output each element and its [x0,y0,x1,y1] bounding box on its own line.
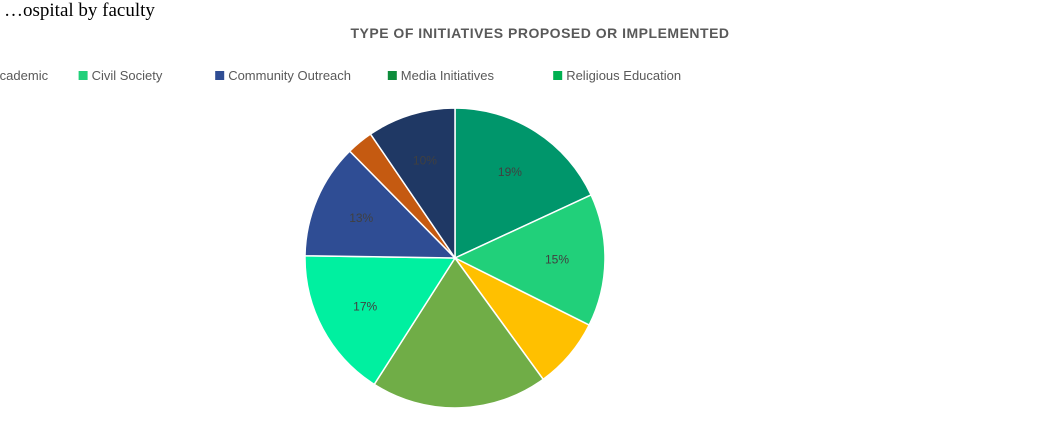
pie-slice [304,254,457,386]
chart-title: TYPE OF INITIATIVES PROPOSED OR IMPLEMEN… [350,25,729,41]
legend-item: Religious Education [553,68,681,83]
legend-swatch [215,71,225,80]
slice-label: 19% [498,165,522,179]
pie-slice [304,150,457,259]
legend-label: Academic [0,68,49,83]
legend-label: Media Initiatives [401,68,495,83]
legend-item: Media Initiatives [387,68,495,83]
legend-item: Academic [0,68,49,83]
legend-label: Civil Society [92,68,163,83]
pie-slices [304,107,606,409]
pie-slice [373,256,545,409]
slice-label: 13% [349,211,373,225]
legend-swatch [553,71,563,80]
pie-slice [453,193,606,327]
legend-label: Community Outreach [228,68,351,83]
chart-legend: Academic Civil Society Community Outreach M… [0,68,681,83]
pie-slice [454,107,593,260]
slice-labels: 19% 15% 17% 13% 10% [349,154,569,314]
legend-item: Community Outreach [215,68,351,83]
legend-swatch [387,71,397,80]
pie-slice [369,107,456,261]
legend-label: Religious Education [566,68,681,83]
slice-label: 15% [545,253,569,267]
slice-label: 17% [353,299,377,313]
slice-label: 10% [413,154,437,168]
legend-swatch [78,71,88,80]
page-top-text: …ospital by faculty [4,0,155,21]
legend-item: Civil Society [78,68,163,83]
